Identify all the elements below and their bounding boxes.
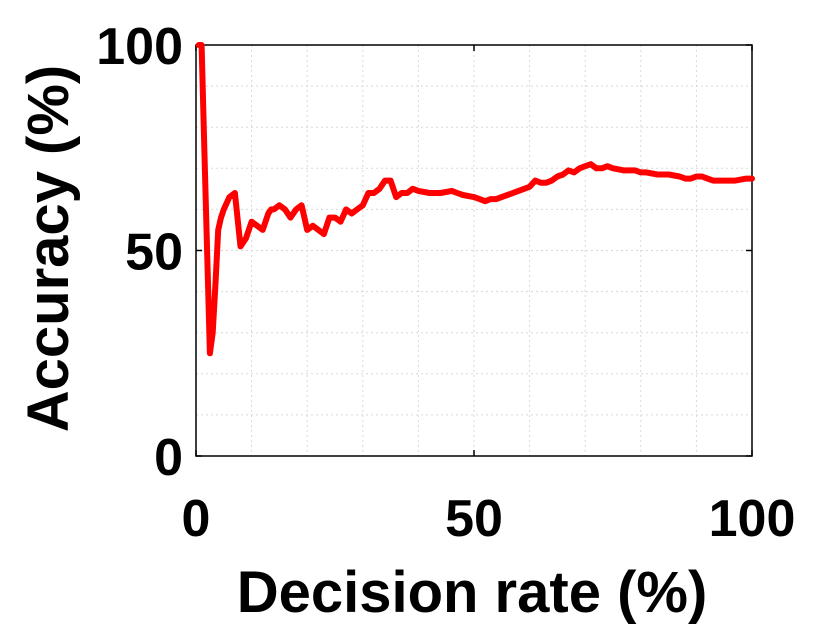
y-tick-label: 50 [125, 224, 183, 282]
x-tick-label: 0 [182, 490, 211, 548]
accuracy-line [195, 42, 755, 357]
series-layer [195, 42, 755, 357]
x-tick-label: 50 [445, 490, 503, 548]
y-tick-label: 0 [154, 429, 183, 487]
grid [196, 45, 752, 456]
x-axis-label: Decision rate (%) [237, 560, 708, 624]
x-tick-label: 100 [709, 490, 796, 548]
tick-labels: 0 50 100 0 50 100 [96, 18, 795, 548]
y-tick-label: 100 [96, 18, 183, 76]
y-axis-label: Accuracy (%) [16, 65, 81, 432]
